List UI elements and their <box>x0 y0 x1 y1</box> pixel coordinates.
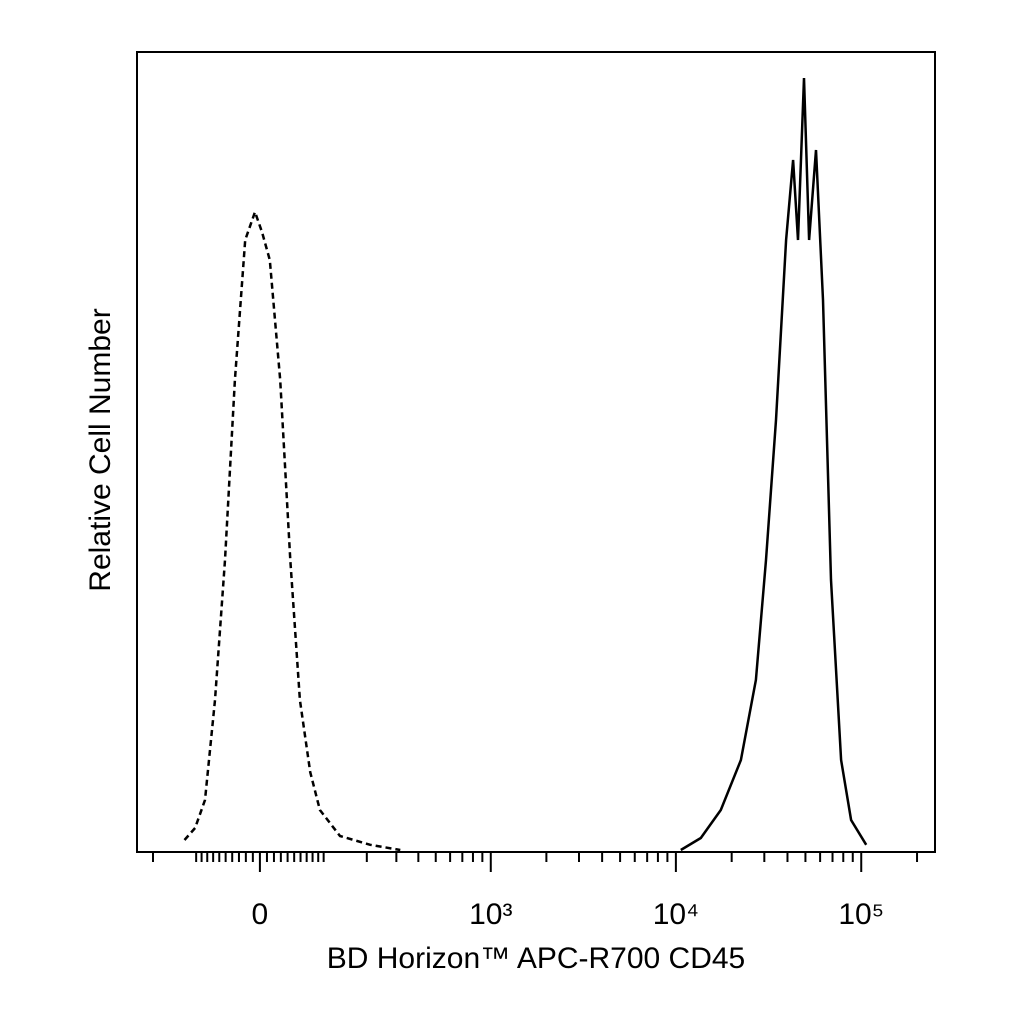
series-line <box>183 208 401 852</box>
x-axis-label: BD Horizon™ APC-R700 CD45 <box>327 942 746 975</box>
plot-frame <box>136 51 936 853</box>
series-line <box>680 77 868 852</box>
y-axis-label: Relative Cell Number <box>84 308 117 591</box>
x-tick-label: 10³ <box>469 898 512 931</box>
x-tick-label: 0 <box>252 898 269 931</box>
x-tick-label: 10⁵ <box>838 898 884 931</box>
x-tick-label: 10⁴ <box>653 898 699 931</box>
